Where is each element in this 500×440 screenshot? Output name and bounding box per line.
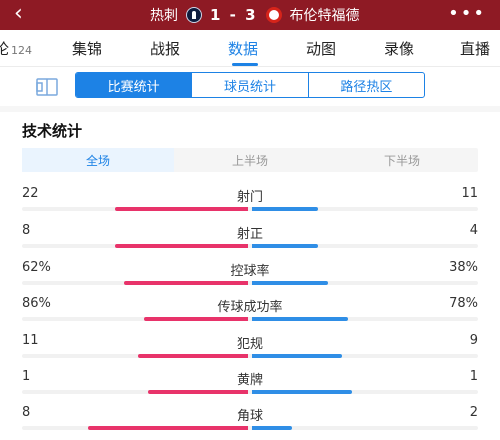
home-value: 8 (22, 223, 31, 238)
stat-label: 射正 (236, 227, 263, 242)
away-value: 38% (449, 260, 478, 275)
home-bar (88, 426, 248, 430)
stat-row-possession: 62% 控球率 38% (0, 260, 500, 290)
away-value: 78% (449, 296, 478, 311)
stat-label: 角球 (236, 409, 263, 424)
stat-row-pass-accuracy: 86% 传球成功率 78% (0, 296, 500, 326)
match-summary: 热刺 1 - 3 布伦特福德 (150, 4, 360, 26)
away-team-name: 布伦特福德 (289, 8, 360, 24)
tab-comments-label: 论 (0, 40, 10, 58)
away-value: 4 (469, 223, 478, 238)
match-score: 1 - 3 (210, 6, 258, 24)
stat-track (22, 244, 478, 248)
period-full-match[interactable]: 全场 (22, 148, 174, 172)
brentford-crest-icon (265, 7, 282, 23)
stat-row-shots: 22 射门 11 (0, 186, 500, 216)
comment-count-badge: 124 (11, 44, 33, 57)
tab-gifs[interactable]: 动图 (306, 40, 337, 58)
stat-track (22, 207, 478, 211)
stat-track (22, 426, 478, 430)
stat-track (22, 354, 478, 358)
section-title: 技术统计 (22, 122, 83, 140)
home-value: 86% (22, 296, 51, 311)
tabs-divider (0, 66, 500, 67)
away-value: 9 (469, 333, 478, 348)
period-second-half[interactable]: 下半场 (383, 153, 420, 168)
tab-comments[interactable]: 论 124 (0, 38, 32, 59)
away-bar (252, 207, 318, 211)
pitch-icon[interactable] (36, 78, 58, 96)
home-bar (124, 281, 248, 285)
chevron-left-icon[interactable]: ‹ (14, 1, 23, 26)
away-bar (252, 354, 342, 358)
active-tab-indicator (232, 63, 258, 66)
stat-label: 传球成功率 (217, 300, 283, 315)
home-bar (115, 244, 248, 248)
period-first-half[interactable]: 上半场 (231, 153, 268, 168)
tab-replay[interactable]: 录像 (384, 40, 415, 58)
home-bar (138, 354, 248, 358)
main-tabs: 论 124 集锦 战报 数据 动图 录像 直播 (0, 30, 500, 66)
tottenham-crest-icon (186, 7, 202, 23)
stat-row-corners: 8 角球 2 (0, 405, 500, 435)
away-bar (252, 317, 348, 321)
home-value: 1 (22, 369, 31, 384)
stats-subtabs: 比赛统计 球员统计 路径热区 (75, 72, 425, 98)
home-bar (144, 317, 248, 321)
away-value: 11 (461, 186, 478, 201)
stat-label: 射门 (236, 190, 263, 205)
stat-row-shots-on-target: 8 射正 4 (0, 223, 500, 253)
stat-row-yellow-cards: 1 黄牌 1 (0, 369, 500, 399)
stat-label: 黄牌 (236, 373, 263, 388)
stat-label: 控球率 (230, 264, 270, 279)
tab-report[interactable]: 战报 (150, 40, 181, 58)
away-bar (252, 281, 328, 285)
stat-label: 犯规 (236, 337, 263, 352)
tab-highlights[interactable]: 集锦 (72, 40, 103, 58)
away-bar (252, 244, 318, 248)
section-separator (0, 106, 500, 112)
away-bar (252, 390, 352, 394)
tab-data[interactable]: 数据 (228, 40, 259, 58)
more-dots-icon[interactable]: ••• (448, 3, 486, 24)
away-bar (252, 426, 292, 430)
home-value: 22 (22, 186, 39, 201)
home-value: 11 (22, 333, 39, 348)
stat-track (22, 317, 478, 321)
away-value: 1 (469, 369, 478, 384)
subtab-match-stats[interactable]: 比赛统计 (76, 73, 193, 97)
match-header: ‹ 热刺 1 - 3 布伦特福德 ••• (0, 0, 500, 30)
period-selector: 全场 上半场 下半场 (22, 148, 478, 172)
home-value: 8 (22, 405, 31, 420)
home-value: 62% (22, 260, 51, 275)
subtab-path-heatmap[interactable]: 路径热区 (340, 79, 393, 95)
stat-row-fouls: 11 犯规 9 (0, 333, 500, 363)
home-team-name: 热刺 (150, 8, 178, 24)
stat-track (22, 390, 478, 394)
away-value: 2 (469, 405, 478, 420)
tab-live[interactable]: 直播 (460, 40, 491, 58)
stat-track (22, 281, 478, 285)
subtab-player-stats[interactable]: 球员统计 (192, 73, 309, 97)
home-bar (115, 207, 248, 211)
home-bar (148, 390, 248, 394)
